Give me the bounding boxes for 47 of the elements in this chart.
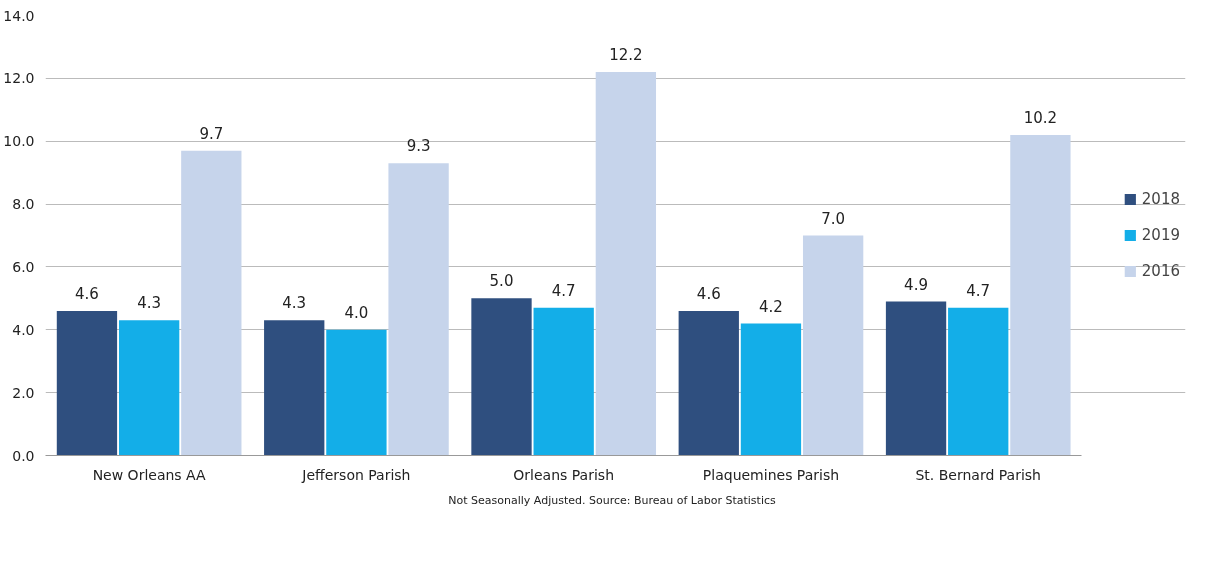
y-tick-label: 14.0 bbox=[3, 7, 35, 24]
data-label: 4.9 bbox=[904, 275, 928, 294]
bar bbox=[948, 307, 1009, 456]
y-tick-label: 0.0 bbox=[12, 447, 35, 464]
x-tick-label: Plaquemines Parish bbox=[702, 466, 840, 483]
data-label: 4.6 bbox=[75, 284, 99, 303]
bar bbox=[740, 323, 802, 456]
legend-label: 2018 bbox=[1141, 190, 1180, 208]
x-tick-label: Jefferson Parish bbox=[301, 466, 411, 483]
bar bbox=[388, 163, 449, 456]
data-label: 9.3 bbox=[406, 137, 431, 156]
data-label: 4.3 bbox=[137, 294, 162, 313]
data-label: 5.0 bbox=[489, 272, 514, 291]
x-tick-label: New Orleans AA bbox=[92, 466, 207, 483]
data-label: 12.2 bbox=[609, 46, 643, 65]
y-tick-label: 4.0 bbox=[12, 321, 35, 338]
bar bbox=[181, 150, 242, 456]
legend-label: 2016 bbox=[1141, 262, 1180, 280]
data-label: 4.2 bbox=[759, 297, 783, 316]
legend-label: 2019 bbox=[1141, 226, 1180, 244]
x-tick-label: Orleans Parish bbox=[513, 466, 615, 483]
bar bbox=[118, 320, 180, 456]
data-label: 4.3 bbox=[282, 294, 307, 313]
data-label: 4.7 bbox=[551, 281, 576, 300]
bar bbox=[326, 329, 387, 456]
y-tick-label: 2.0 bbox=[12, 384, 35, 401]
bar bbox=[1010, 134, 1071, 456]
x-tick-label: St. Bernard Parish bbox=[915, 466, 1041, 483]
bar bbox=[56, 310, 118, 456]
y-tick-label: 10.0 bbox=[3, 133, 35, 150]
y-tick-label: 6.0 bbox=[12, 258, 35, 275]
bar bbox=[471, 298, 532, 456]
data-label: 10.2 bbox=[1023, 108, 1058, 127]
bar bbox=[264, 320, 325, 456]
bar bbox=[802, 235, 864, 456]
bar bbox=[678, 310, 739, 456]
data-label: 4.7 bbox=[966, 281, 991, 300]
data-label: 9.7 bbox=[199, 124, 224, 143]
bar bbox=[533, 307, 594, 456]
y-tick-label: 8.0 bbox=[12, 196, 35, 213]
y-tick-label: 12.0 bbox=[3, 70, 35, 87]
text: Not Seasonally Adjusted. Source: Bureau of Labor Statistics bbox=[448, 493, 776, 507]
data-label: 4.0 bbox=[344, 303, 369, 322]
data-label: 4.6 bbox=[696, 284, 721, 303]
data-label: 7.0 bbox=[821, 209, 846, 228]
bar bbox=[595, 72, 657, 456]
bar bbox=[885, 301, 947, 456]
